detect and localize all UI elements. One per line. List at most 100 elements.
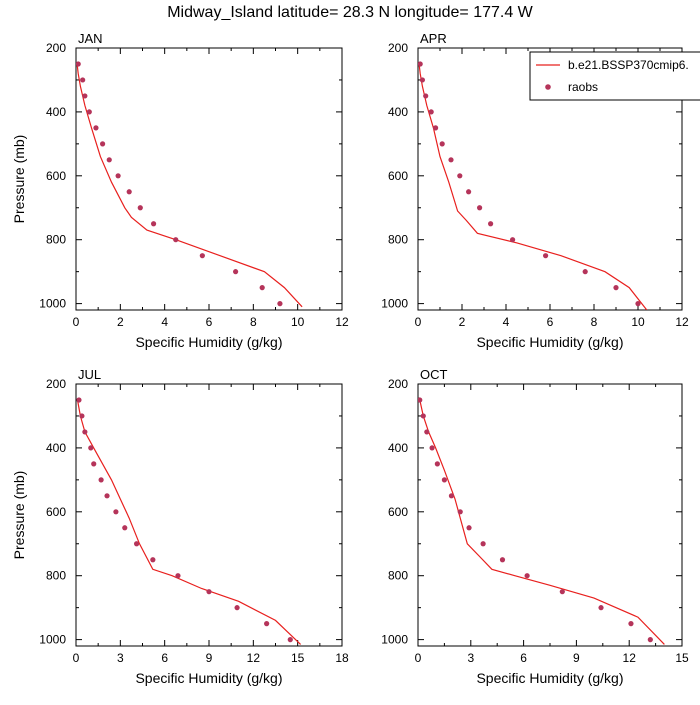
raobs-point xyxy=(598,605,604,611)
x-tick-label: 6 xyxy=(161,651,168,665)
raobs-point xyxy=(79,413,85,419)
x-tick-label: 12 xyxy=(335,315,349,329)
series-group xyxy=(76,397,302,645)
raobs-point xyxy=(150,557,156,563)
x-tick-label: 8 xyxy=(250,315,257,329)
x-axis-label: Specific Humidity (g/kg) xyxy=(135,334,282,350)
x-tick-label: 9 xyxy=(206,651,213,665)
legend-obs-label: raobs xyxy=(568,80,598,94)
raobs-point xyxy=(477,205,483,211)
raobs-point xyxy=(466,525,472,531)
raobs-point xyxy=(82,93,88,99)
raobs-point xyxy=(418,61,423,67)
raobs-point xyxy=(524,573,530,579)
y-tick-label: 800 xyxy=(388,233,408,247)
raobs-point xyxy=(234,605,240,611)
raobs-point xyxy=(88,445,94,451)
y-tick-label: 600 xyxy=(388,505,408,519)
x-tick-label: 6 xyxy=(206,315,213,329)
raobs-point xyxy=(441,477,447,483)
x-tick-label: 2 xyxy=(117,315,124,329)
x-tick-label: 12 xyxy=(623,651,637,665)
raobs-point xyxy=(424,429,430,435)
panel-oct: OCT 0 3 6 9 12 15 200 400 600 800 1000 Specific Humi… xyxy=(381,367,689,686)
x-tick-label: 15 xyxy=(291,651,305,665)
raobs-point xyxy=(499,557,506,563)
x-tick-label: 2 xyxy=(459,315,466,329)
panel-apr: APR 0 2 4 6 8 10 12 200 400 600 800 1000 Specific Hum… xyxy=(381,31,689,350)
raobs-point xyxy=(420,413,426,419)
raobs-point xyxy=(466,189,472,195)
model-line xyxy=(418,63,648,310)
y-tick-label: 200 xyxy=(46,377,66,391)
raobs-point xyxy=(647,637,653,643)
y-tick-label: 200 xyxy=(46,41,66,55)
figure-title: Midway_Island latitude= 28.3 N longitude… xyxy=(167,4,533,21)
legend-box xyxy=(529,51,700,101)
raobs-point xyxy=(628,621,634,627)
x-tick-label: 4 xyxy=(503,315,510,329)
raobs-point xyxy=(137,205,143,211)
model-line xyxy=(419,399,665,645)
x-tick-label: 12 xyxy=(247,651,261,665)
x-axis-label: Specific Humidity (g/kg) xyxy=(476,334,623,350)
raobs-point xyxy=(133,541,140,547)
x-tick-label: 15 xyxy=(675,651,689,665)
legend-obs-swatch xyxy=(545,84,551,90)
panel-label: OCT xyxy=(420,367,448,382)
y-axis-label: Pressure (mb) xyxy=(11,471,27,560)
panel-label: APR xyxy=(420,31,447,46)
panel-jan: JAN 0 2 4 6 8 10 12 200 400 600 800 1000 Specific Hum… xyxy=(11,31,349,350)
x-tick-label: 0 xyxy=(415,651,422,665)
x-tick-label: 9 xyxy=(573,651,580,665)
y-tick-label: 200 xyxy=(388,41,408,55)
y-tick-label: 400 xyxy=(46,441,66,455)
y-tick-label: 600 xyxy=(46,505,66,519)
raobs-point xyxy=(448,493,455,499)
raobs-point xyxy=(287,637,293,643)
series-group xyxy=(76,61,303,308)
raobs-point xyxy=(199,253,205,259)
panel-label: JAN xyxy=(78,31,103,46)
raobs-point xyxy=(206,589,212,595)
y-tick-label: 600 xyxy=(388,169,408,183)
x-tick-label: 6 xyxy=(520,651,527,665)
plot-frame xyxy=(417,383,683,647)
x-tick-label: 3 xyxy=(467,651,474,665)
raobs-point xyxy=(509,237,516,243)
raobs-point xyxy=(423,93,429,99)
y-tick-label: 800 xyxy=(46,569,66,583)
panel-jul: JUL 0 3 6 9 12 15 18 200 400 600 800 1000 Specific Hu… xyxy=(11,367,349,686)
raobs-point xyxy=(80,77,86,83)
y-tick-label: 400 xyxy=(388,105,408,119)
y-tick-label: 1000 xyxy=(381,297,408,311)
y-axis-label: Pressure (mb) xyxy=(11,135,27,224)
x-tick-label: 12 xyxy=(675,315,689,329)
y-tick-label: 1000 xyxy=(39,297,66,311)
raobs-point xyxy=(433,125,439,131)
series-group xyxy=(418,397,665,645)
raobs-point xyxy=(86,109,92,115)
raobs-point xyxy=(126,189,132,195)
raobs-point xyxy=(439,141,445,147)
legend-model-label: b.e21.BSSP370cmip6. xyxy=(568,58,689,72)
x-axis-label: Specific Humidity (g/kg) xyxy=(476,670,623,686)
series-group xyxy=(418,61,648,310)
plot-frame xyxy=(75,383,343,647)
x-tick-label: 6 xyxy=(547,315,554,329)
raobs-point xyxy=(115,173,121,179)
raobs-point xyxy=(457,173,463,179)
raobs-point xyxy=(428,109,434,115)
raobs-point xyxy=(76,61,81,67)
x-tick-label: 0 xyxy=(73,651,80,665)
model-line xyxy=(76,399,302,645)
raobs-point xyxy=(104,493,110,499)
raobs-point xyxy=(480,541,486,547)
x-tick-label: 3 xyxy=(117,651,124,665)
plot-frame xyxy=(75,47,343,311)
raobs-point xyxy=(93,125,99,131)
raobs-point xyxy=(76,397,82,403)
x-tick-label: 0 xyxy=(415,315,422,329)
raobs-point xyxy=(429,445,435,451)
legend: b.e21.BSSP370cmip6. raobs xyxy=(529,51,700,101)
